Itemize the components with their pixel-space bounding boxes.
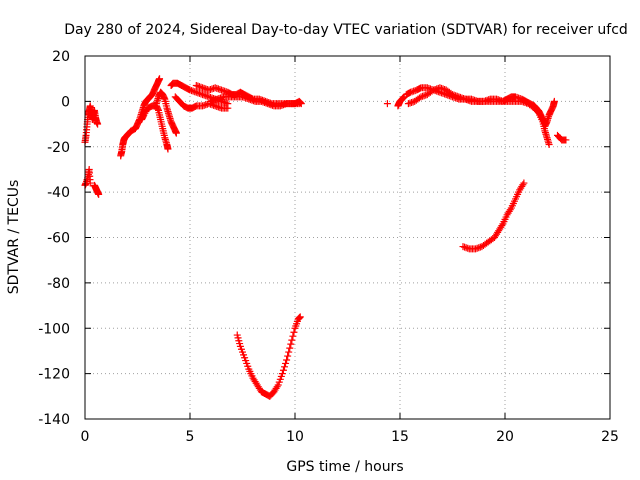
y-tick-label: -60: [47, 231, 70, 247]
data-point: [383, 100, 391, 108]
data-point: [545, 140, 553, 148]
series-arc-e: [167, 79, 232, 108]
chart-title: Day 280 of 2024, Sidereal Day-to-day VTE…: [64, 22, 628, 38]
y-tick-label: 20: [52, 49, 70, 65]
y-tick-label: 0: [61, 94, 70, 110]
data-point: [295, 100, 303, 108]
series-arc-n: [541, 97, 558, 130]
data-point: [447, 89, 455, 97]
data-point: [278, 370, 286, 378]
data-point: [520, 179, 528, 187]
y-tick-label: -80: [47, 276, 70, 292]
series-arc-a1: [81, 102, 102, 146]
data-point: [273, 383, 281, 391]
x-tick-label: 0: [81, 429, 90, 445]
data-point: [283, 356, 291, 364]
data-point: [428, 87, 436, 95]
data-point: [506, 206, 514, 214]
data-point: [498, 222, 506, 230]
data-point: [550, 97, 558, 105]
data-point: [94, 120, 102, 128]
data-point: [287, 340, 295, 348]
x-tick-label: 25: [601, 429, 619, 445]
data-point: [156, 75, 164, 83]
series-arc-h: [207, 93, 303, 110]
x-tick-label: 5: [186, 429, 195, 445]
data-point: [284, 352, 292, 360]
data-point: [296, 313, 304, 321]
data-point: [164, 145, 172, 153]
y-tick-label: -120: [38, 367, 70, 383]
series-arc-o: [554, 131, 570, 144]
data-point: [281, 363, 288, 371]
series-arc-m: [404, 84, 553, 148]
data-point: [86, 179, 94, 187]
y-axis-label: SDTVAR / TECUs: [6, 180, 22, 295]
series-arc-d: [152, 88, 180, 137]
series-arc-j: [383, 100, 391, 108]
grid: [85, 56, 610, 419]
data-point: [519, 181, 527, 189]
x-ticks: 0 5 10 15 20 25: [81, 56, 619, 445]
data-point: [285, 348, 293, 356]
data-point: [279, 366, 287, 374]
data-point: [172, 129, 180, 137]
series-arc-a3: [90, 181, 103, 198]
data-point: [288, 336, 296, 344]
series-arc-i: [233, 313, 304, 400]
y-tick-label: -40: [47, 185, 70, 201]
data-point: [286, 344, 294, 352]
data-point: [290, 328, 298, 336]
plot-frame: [84, 55, 611, 420]
y-tick-label: -100: [38, 321, 70, 337]
y-ticks: -140 -120 -100 -80 -60 -40 -20 0 20: [38, 49, 610, 428]
data-point: [224, 104, 232, 112]
x-tick-label: 10: [286, 429, 304, 445]
data-point: [289, 332, 297, 340]
data-point: [282, 359, 290, 367]
y-tick-label: -140: [38, 412, 70, 428]
data-points: [81, 75, 570, 400]
data-point: [415, 94, 423, 102]
x-tick-label: 20: [496, 429, 514, 445]
data-point: [95, 190, 103, 198]
y-tick-label: -20: [47, 140, 70, 156]
series-arc-f: [171, 93, 232, 112]
series-arc-p: [459, 179, 528, 253]
x-axis-label: GPS time / hours: [286, 459, 403, 475]
series-arc-c: [138, 102, 172, 153]
data-point: [562, 136, 570, 144]
x-tick-label: 15: [391, 429, 409, 445]
